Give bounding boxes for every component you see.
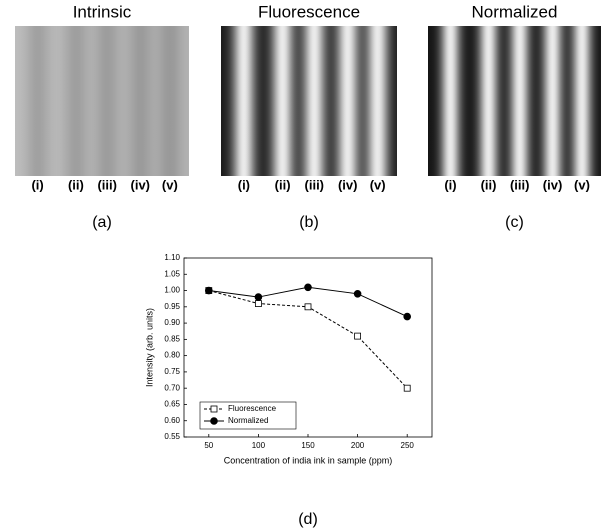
image-panel	[15, 26, 189, 176]
y-tick-label: 0.85	[164, 334, 180, 343]
y-tick-label: 0.60	[164, 416, 180, 425]
stripe-label: (iv)	[543, 177, 563, 192]
stripe-label: (iii)	[305, 177, 325, 192]
y-tick-label: 0.70	[164, 383, 180, 392]
panel-title: Normalized	[472, 2, 558, 21]
panel-title: Fluorescence	[258, 2, 360, 21]
image-panel	[428, 26, 601, 176]
panel-caption: (a)	[92, 214, 112, 231]
marker	[205, 286, 213, 295]
panel-caption: (c)	[505, 214, 524, 231]
image-panel	[221, 26, 397, 176]
chart-caption: (d)	[298, 511, 318, 528]
y-tick-label: 0.80	[164, 351, 180, 360]
stripe-label: (ii)	[275, 177, 291, 192]
y-tick-label: 1.10	[164, 253, 180, 262]
stripe-label: (i)	[444, 177, 456, 192]
stripe-label: (i)	[31, 177, 43, 192]
panel-title: Intrinsic	[73, 2, 132, 21]
legend-marker	[210, 405, 218, 413]
legend-label: Fluorescence	[228, 404, 277, 413]
marker	[353, 290, 362, 298]
y-axis-label: Intensity (arb. units)	[144, 308, 154, 387]
stripe-label: (ii)	[68, 177, 84, 192]
y-tick-label: 0.75	[164, 367, 180, 376]
x-tick-label: 150	[301, 441, 315, 450]
legend-label: Normalized	[228, 416, 268, 425]
stripe-label: (ii)	[481, 177, 497, 192]
marker	[304, 303, 312, 311]
stripe-label: (iv)	[338, 177, 358, 192]
x-axis-label: Concentration of india ink in sample (pp…	[224, 455, 393, 465]
y-tick-label: 0.90	[164, 318, 180, 327]
stripe-label: (v)	[574, 177, 590, 192]
x-tick-label: 200	[351, 441, 365, 450]
y-tick-label: 0.95	[164, 302, 180, 311]
stripe-label: (iv)	[131, 177, 151, 192]
stripe-label: (v)	[370, 177, 386, 192]
stripe-label: (i)	[238, 177, 250, 192]
marker	[354, 332, 362, 340]
stripe-label: (iii)	[97, 177, 117, 192]
x-tick-label: 50	[204, 441, 213, 450]
marker	[254, 293, 263, 301]
marker	[403, 384, 411, 392]
x-tick-label: 250	[401, 441, 415, 450]
marker	[403, 312, 412, 321]
y-tick-label: 0.55	[164, 432, 180, 441]
stripe-label: (v)	[162, 177, 178, 192]
legend-marker	[210, 417, 218, 425]
y-tick-label: 1.00	[164, 286, 180, 295]
panel-caption: (b)	[299, 214, 319, 231]
stripe-label: (iii)	[510, 177, 530, 192]
marker	[254, 300, 262, 307]
y-tick-label: 1.05	[164, 269, 180, 278]
marker	[304, 283, 312, 292]
y-tick-label: 0.65	[164, 400, 180, 409]
x-tick-label: 100	[252, 441, 266, 450]
